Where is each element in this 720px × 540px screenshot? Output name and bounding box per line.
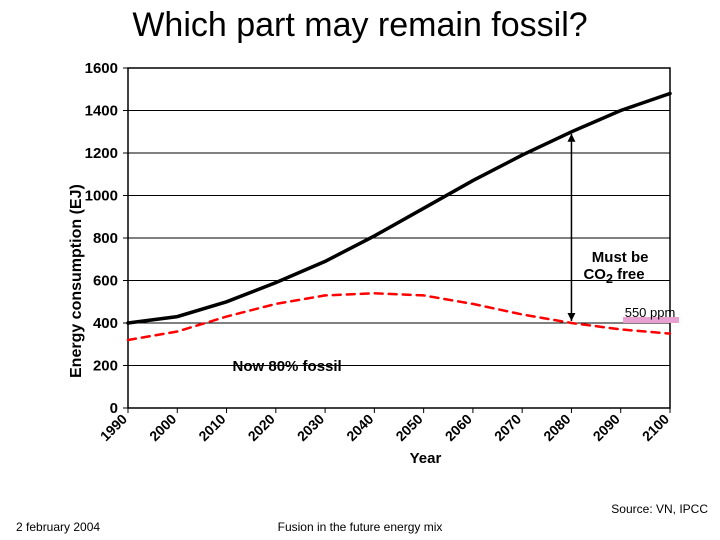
page-title: Which part may remain fossil?: [0, 6, 720, 45]
svg-text:200: 200: [93, 358, 118, 375]
svg-text:400: 400: [93, 315, 118, 332]
svg-text:2100: 2100: [639, 411, 672, 444]
svg-text:2010: 2010: [195, 411, 228, 444]
annotation-sub: 2: [606, 272, 613, 286]
svg-text:2080: 2080: [540, 411, 573, 444]
svg-text:1600: 1600: [85, 60, 118, 77]
svg-text:1200: 1200: [85, 145, 118, 162]
annotation-550ppm: 550 ppm: [625, 305, 676, 320]
svg-text:2030: 2030: [294, 411, 327, 444]
svg-text:1990: 1990: [97, 411, 130, 444]
footer-center: Fusion in the future energy mix: [0, 520, 720, 534]
svg-text:600: 600: [93, 273, 118, 290]
svg-text:2070: 2070: [491, 411, 524, 444]
annotation-now-fossil: Now 80% fossil: [233, 358, 342, 375]
footer-source: Source: VN, IPCC: [611, 502, 708, 516]
annotation-must-be-co2-free: Must be CO2 free: [583, 232, 648, 286]
svg-text:2060: 2060: [442, 411, 475, 444]
svg-text:1000: 1000: [85, 188, 118, 205]
svg-text:2020: 2020: [245, 411, 278, 444]
svg-text:2050: 2050: [392, 411, 425, 444]
svg-text:2000: 2000: [146, 411, 179, 444]
svg-text:800: 800: [93, 230, 118, 247]
x-axis-label: Year: [410, 450, 442, 467]
svg-text:1400: 1400: [85, 103, 118, 120]
svg-text:2090: 2090: [590, 411, 623, 444]
svg-text:2040: 2040: [343, 411, 376, 444]
y-axis-label: Energy consumption (EJ): [68, 184, 86, 378]
annotation-tail: free: [613, 266, 645, 283]
